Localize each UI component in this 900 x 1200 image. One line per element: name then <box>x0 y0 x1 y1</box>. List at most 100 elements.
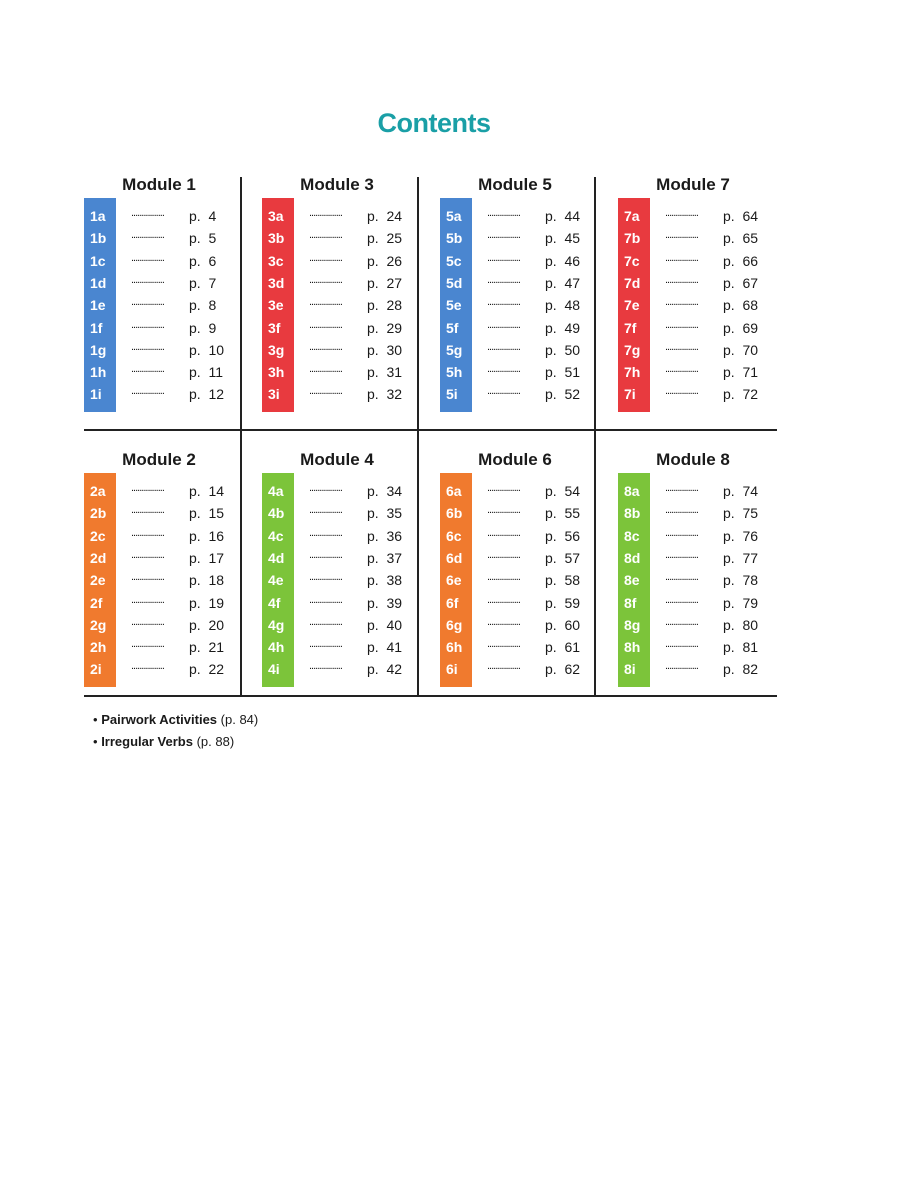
lesson-row[interactable]: 5a................ p. 44 <box>440 205 590 227</box>
lesson-page: p. 71 <box>723 364 759 381</box>
lesson-row[interactable]: 8c................ p. 76 <box>618 525 768 547</box>
lesson-row[interactable]: 1a................ p. 4 <box>84 205 234 227</box>
lesson-row[interactable]: 2h................ p. 21 <box>84 636 234 658</box>
lesson-row[interactable]: 2c................ p. 16 <box>84 525 234 547</box>
lesson-code: 7g <box>624 341 641 358</box>
lesson-row[interactable]: 6g................ p. 60 <box>440 614 590 636</box>
lesson-row[interactable]: 3a................ p. 24 <box>262 205 412 227</box>
lesson-row[interactable]: 7f................ p. 69 <box>618 317 768 339</box>
lesson-page: p. 44 <box>545 208 581 224</box>
lesson-row[interactable]: 1b................ p. 5 <box>84 227 234 249</box>
lesson-row[interactable]: 7d................ p. 67 <box>618 272 768 294</box>
lesson-row[interactable]: 8a................ p. 74 <box>618 480 768 502</box>
lesson-row[interactable]: 4g................ p. 40 <box>262 614 412 636</box>
lesson-code: 3i <box>268 386 280 403</box>
lesson-row[interactable]: 6e................ p. 58 <box>440 569 590 591</box>
lesson-row[interactable]: 2e................ p. 18 <box>84 569 234 591</box>
lesson-page: p. 54 <box>545 483 581 499</box>
lesson-row[interactable]: 5d................ p. 47 <box>440 272 590 294</box>
lesson-code: 1c <box>90 252 106 269</box>
lesson-row[interactable]: 7c................ p. 66 <box>618 250 768 272</box>
lesson-page: p. 37 <box>367 549 403 566</box>
lesson-row[interactable]: 5h................ p. 51 <box>440 361 590 383</box>
lesson-row[interactable]: 3g................ p. 30 <box>262 339 412 361</box>
lesson-row[interactable]: 2b................ p. 15 <box>84 502 234 524</box>
lesson-row[interactable]: 4i................ p. 42 <box>262 658 412 680</box>
lesson-row[interactable]: 3d................ p. 27 <box>262 272 412 294</box>
lesson-row[interactable]: 3h................ p. 31 <box>262 361 412 383</box>
lesson-row[interactable]: 4h................ p. 41 <box>262 636 412 658</box>
lesson-page: p. 18 <box>189 572 225 589</box>
lesson-row[interactable]: 8g................ p. 80 <box>618 614 768 636</box>
lesson-row[interactable]: 8f................ p. 79 <box>618 592 768 614</box>
lesson-row[interactable]: 1g................ p. 10 <box>84 339 234 361</box>
extra-item-page: (p. 84) <box>220 712 259 727</box>
lesson-row[interactable]: 1i................ p. 12 <box>84 383 234 405</box>
lesson-page: p. 35 <box>367 505 403 522</box>
lesson-row[interactable]: 6b................ p. 55 <box>440 502 590 524</box>
lesson-row[interactable]: 2g................ p. 20 <box>84 614 234 636</box>
dot-leader: ................ <box>487 273 521 286</box>
dot-leader: ................ <box>309 593 343 606</box>
module-block: Module 6 6a................ p. 54 6b.......… <box>440 450 590 690</box>
lesson-row[interactable]: 1e................ p. 8 <box>84 294 234 316</box>
lesson-row[interactable]: 8h................ p. 81 <box>618 636 768 658</box>
lesson-row[interactable]: 5g................ p. 50 <box>440 339 590 361</box>
dot-leader: ................ <box>131 385 165 398</box>
lesson-row[interactable]: 7a................ p. 64 <box>618 205 768 227</box>
lesson-row[interactable]: 5i................ p. 52 <box>440 383 590 405</box>
lesson-row[interactable]: 8e................ p. 78 <box>618 569 768 591</box>
lesson-row[interactable]: 8i................ p. 82 <box>618 658 768 680</box>
lesson-code: 7e <box>624 297 640 314</box>
lesson-row[interactable]: 4e................ p. 38 <box>262 569 412 591</box>
lesson-row[interactable]: 2i................ p. 22 <box>84 658 234 680</box>
lesson-row[interactable]: 6c................ p. 56 <box>440 525 590 547</box>
lesson-row[interactable]: 7e................ p. 68 <box>618 294 768 316</box>
lesson-row[interactable]: 5b................ p. 45 <box>440 227 590 249</box>
lesson-row[interactable]: 3f................ p. 29 <box>262 317 412 339</box>
lesson-row[interactable]: 2d................ p. 17 <box>84 547 234 569</box>
lesson-row[interactable]: 8b................ p. 75 <box>618 502 768 524</box>
lesson-row[interactable]: 1c................ p. 6 <box>84 250 234 272</box>
lesson-row[interactable]: 5c................ p. 46 <box>440 250 590 272</box>
lesson-row[interactable]: 3b................ p. 25 <box>262 227 412 249</box>
extra-item-irregular-verbs[interactable]: • Irregular Verbs (p. 88) <box>93 731 258 753</box>
lesson-code: 2d <box>90 549 107 566</box>
lesson-row[interactable]: 6i................ p. 62 <box>440 658 590 680</box>
lesson-row[interactable]: 6d................ p. 57 <box>440 547 590 569</box>
lesson-row[interactable]: 7b................ p. 65 <box>618 227 768 249</box>
lesson-row[interactable]: 5e................ p. 48 <box>440 294 590 316</box>
dot-leader: ................ <box>665 593 699 606</box>
lesson-code: 8g <box>624 616 641 633</box>
lesson-row[interactable]: 8d................ p. 77 <box>618 547 768 569</box>
lesson-row[interactable]: 4f................ p. 39 <box>262 592 412 614</box>
dot-leader: ................ <box>665 273 699 286</box>
extra-item-pairwork[interactable]: • Pairwork Activities (p. 84) <box>93 709 258 731</box>
lesson-row[interactable]: 6a................ p. 54 <box>440 480 590 502</box>
lesson-code: 2g <box>90 616 107 633</box>
lesson-row[interactable]: 2a................ p. 14 <box>84 480 234 502</box>
lesson-row[interactable]: 6f................ p. 59 <box>440 592 590 614</box>
lesson-row[interactable]: 5f................ p. 49 <box>440 317 590 339</box>
lesson-page: p. 24 <box>367 208 403 224</box>
lesson-row[interactable]: 3e................ p. 28 <box>262 294 412 316</box>
lesson-row[interactable]: 2f................ p. 19 <box>84 592 234 614</box>
lesson-row[interactable]: 4b................ p. 35 <box>262 502 412 524</box>
lesson-row[interactable]: 3i................ p. 32 <box>262 383 412 405</box>
lesson-code: 8a <box>624 483 640 499</box>
lesson-row[interactable]: 1f................ p. 9 <box>84 317 234 339</box>
lesson-code: 5b <box>446 230 463 247</box>
lesson-code: 3d <box>268 274 285 291</box>
lesson-row[interactable]: 7h................ p. 71 <box>618 361 768 383</box>
lesson-row[interactable]: 3c................ p. 26 <box>262 250 412 272</box>
lesson-row[interactable]: 1h................ p. 11 <box>84 361 234 383</box>
lesson-row[interactable]: 6h................ p. 61 <box>440 636 590 658</box>
lesson-code: 7f <box>624 319 637 336</box>
lesson-row[interactable]: 7g................ p. 70 <box>618 339 768 361</box>
lesson-row[interactable]: 7i................ p. 72 <box>618 383 768 405</box>
lesson-row[interactable]: 4c................ p. 36 <box>262 525 412 547</box>
lesson-row[interactable]: 4d................ p. 37 <box>262 547 412 569</box>
lesson-row[interactable]: 4a................ p. 34 <box>262 480 412 502</box>
dot-leader: ................ <box>131 504 165 517</box>
lesson-row[interactable]: 1d................ p. 7 <box>84 272 234 294</box>
